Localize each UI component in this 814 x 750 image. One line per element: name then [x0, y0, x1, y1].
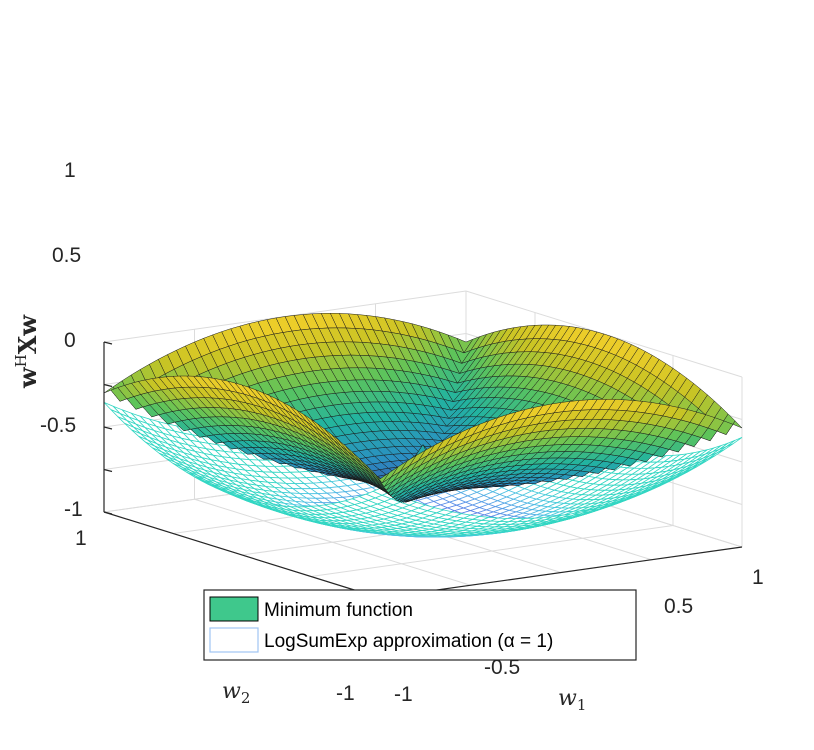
grid-line: [103, 511, 381, 599]
x-tick-label: -1: [394, 683, 413, 706]
grid-line: [103, 468, 113, 473]
z-tick-label: 0.5: [52, 244, 81, 267]
grid-line: [103, 383, 113, 388]
grid-line: [103, 511, 113, 515]
legend-label-logsumexp: LogSumExp approximation (α = 1): [264, 631, 553, 652]
legend-label-minimum: Minimum function: [264, 600, 413, 621]
y-axis-label: w2: [222, 679, 250, 707]
z-tick-label: -1: [64, 498, 83, 521]
legend-swatch-minimum: [209, 596, 259, 622]
surface-cell: [372, 471, 390, 484]
x-tick-label: 1: [752, 566, 764, 589]
z-tick-label: -0.5: [40, 414, 76, 437]
grid-line: [103, 341, 113, 345]
x-tick-label: -0.5: [484, 656, 520, 679]
z-tick-label: 0: [64, 329, 76, 352]
minimum-surface: [103, 313, 743, 503]
y-tick-label: -1: [336, 682, 355, 705]
z-tick-label: 1: [64, 159, 76, 182]
x-axis-label: w1: [558, 686, 586, 714]
grid-line: [103, 426, 113, 430]
legend: Minimum function LogSumExp approximation…: [203, 589, 637, 661]
z-tick-labels: 1 0.5 0 -0.5 -1: [40, 159, 83, 521]
x-tick-label: 0.5: [664, 595, 693, 618]
legend-swatch-logsumexp: [209, 627, 259, 653]
y-tick-label: 1: [75, 527, 87, 550]
svg-text:wHXw: wHXw: [12, 314, 42, 389]
z-axis-label: wHXw: [12, 314, 42, 389]
